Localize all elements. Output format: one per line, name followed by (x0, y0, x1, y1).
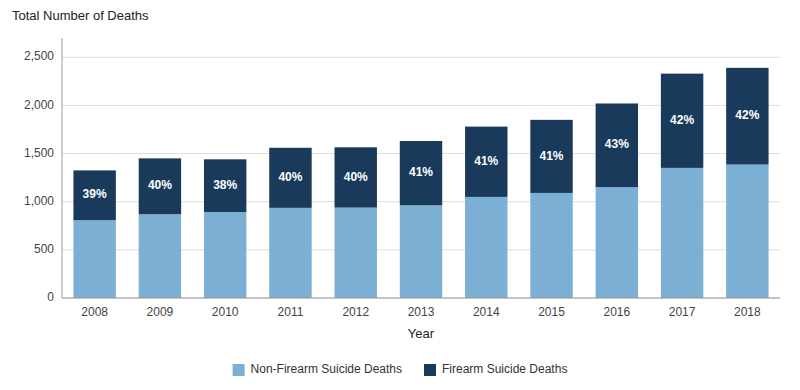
x-tick-label: 2018 (734, 305, 761, 319)
bar-segment (726, 68, 768, 165)
share-label: 40% (344, 170, 368, 184)
share-label: 40% (148, 178, 172, 192)
x-tick-label: 2014 (473, 305, 500, 319)
bar-segment (73, 170, 115, 220)
bar-segment (204, 159, 246, 212)
y-axis-line (62, 38, 63, 298)
share-label: 43% (605, 137, 629, 151)
grid-line (62, 298, 780, 299)
bar-segment (661, 168, 703, 298)
bar-segment (139, 158, 181, 214)
share-label: 42% (735, 108, 759, 122)
legend-swatch (233, 364, 245, 376)
bar-segment (465, 127, 507, 197)
bar-segment (726, 165, 768, 298)
share-label: 41% (409, 165, 433, 179)
bar-segment (269, 208, 311, 298)
chart: 0 500 1,000 1,500 2,000 2,500 39% 40% 38% 40% 40% 4… (0, 0, 800, 390)
bar-segment (400, 141, 442, 205)
x-axis-label: Year (408, 326, 435, 341)
bar-segment (596, 103, 638, 187)
bar-segment (530, 120, 572, 193)
bar-segment (335, 147, 377, 207)
share-label: 41% (474, 154, 498, 168)
bar-segment (400, 205, 442, 298)
legend-label: Non-Firearm Suicide Deaths (251, 362, 402, 376)
bar-segment (269, 148, 311, 208)
legend-swatch (424, 364, 436, 376)
x-tick-label: 2008 (81, 305, 108, 319)
bar-segment (465, 197, 507, 298)
x-tick-label: 2015 (538, 305, 565, 319)
y-tick-label: 1,000 (24, 194, 54, 208)
y-tick-label: 2,000 (24, 98, 54, 112)
bar-segment (530, 193, 572, 298)
y-axis-label: Total Number of Deaths (12, 8, 149, 23)
share-label: 38% (213, 178, 237, 192)
legend-label: Firearm Suicide Deaths (442, 362, 567, 376)
share-label: 39% (83, 187, 107, 201)
y-tick-label: 1,500 (24, 146, 54, 160)
x-tick-label: 2009 (147, 305, 174, 319)
bar-segment (73, 220, 115, 298)
legend: Non-Firearm Suicide Deaths Firearm Suicid… (233, 362, 568, 376)
x-tick-label: 2016 (603, 305, 630, 319)
x-tick-label: 2013 (408, 305, 435, 319)
x-tick-label: 2010 (212, 305, 239, 319)
bar-segment (204, 212, 246, 298)
grid (62, 57, 780, 298)
bar-segment (335, 208, 377, 298)
y-tick-label: 2,500 (24, 49, 54, 63)
share-label: 41% (540, 149, 564, 163)
x-tick-label: 2012 (342, 305, 369, 319)
y-tick-label: 500 (34, 242, 54, 256)
x-tick-label: 2011 (278, 305, 304, 319)
x-axis-line (62, 298, 780, 299)
bar-segment (661, 74, 703, 168)
bar-segment (596, 187, 638, 298)
share-label: 42% (670, 113, 694, 127)
y-tick-label: 0 (47, 290, 54, 304)
share-label: 40% (278, 170, 302, 184)
x-tick-label: 2017 (669, 305, 696, 319)
grid-line (62, 57, 780, 58)
bar-segment (139, 214, 181, 298)
